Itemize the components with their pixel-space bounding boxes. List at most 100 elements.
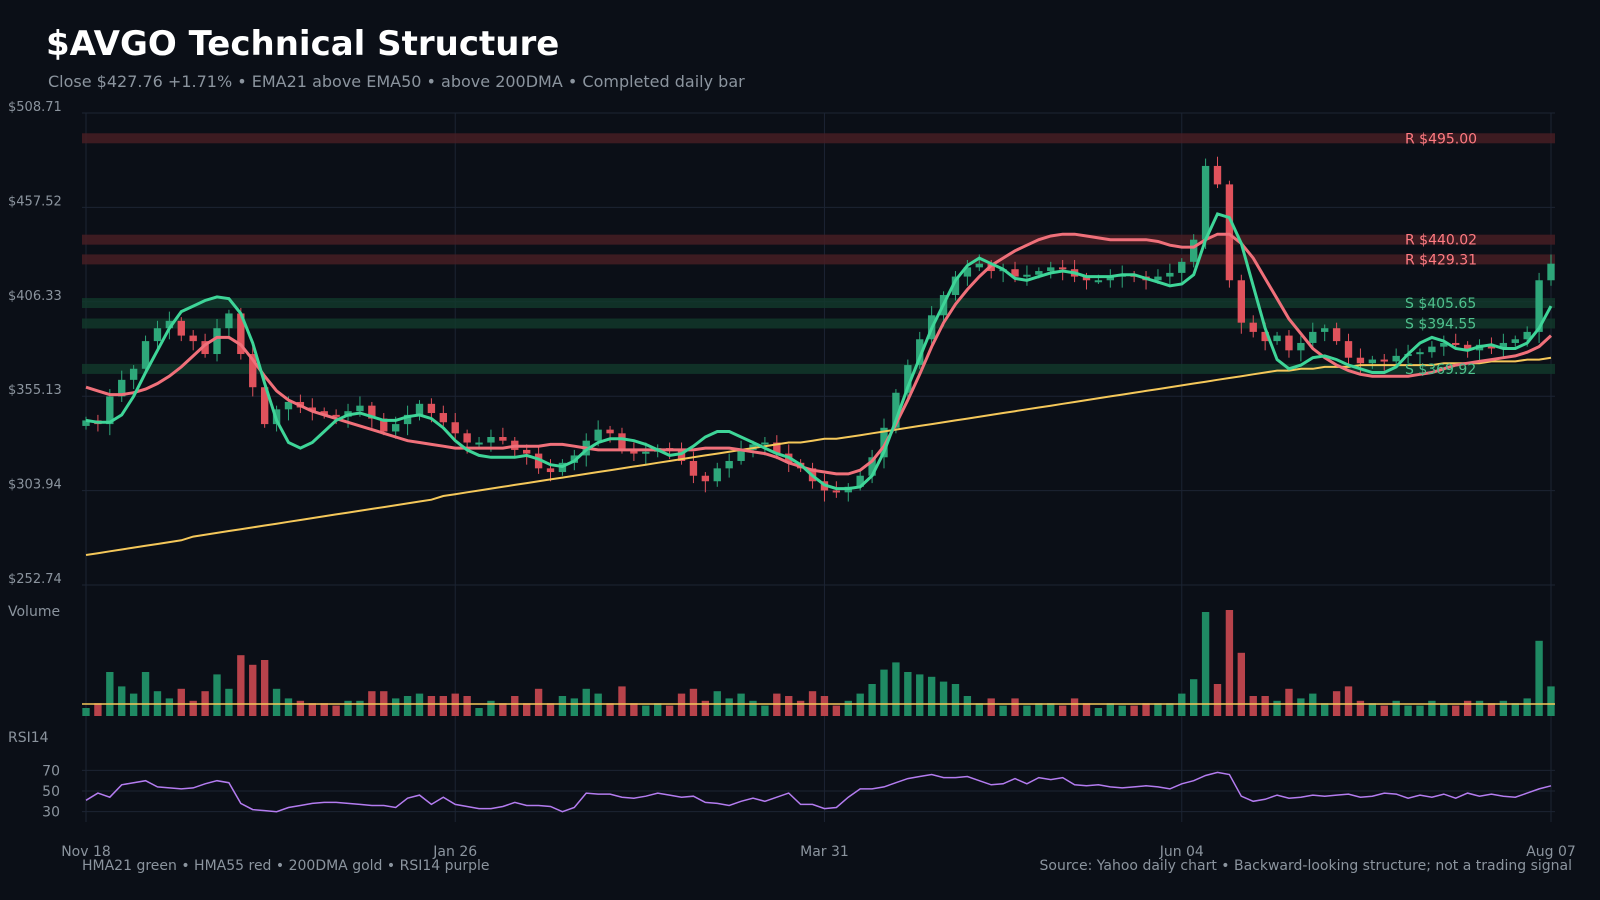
volume-bar <box>606 703 614 716</box>
candle-down <box>1237 280 1246 323</box>
rsi-tick-label: 50 <box>42 784 60 800</box>
volume-bar <box>665 705 674 716</box>
candle-up <box>1297 342 1305 351</box>
volume-bar <box>1523 698 1531 716</box>
volume-bar <box>308 703 316 716</box>
rsi-tick-label: 30 <box>42 805 60 821</box>
volume-bar <box>1356 700 1365 716</box>
candle-down <box>1213 165 1222 185</box>
candle-up <box>1511 339 1519 343</box>
price-tick-label: $252.74 <box>8 572 62 587</box>
candle-down <box>618 433 626 450</box>
indicator-lines-layer <box>85 212 1553 556</box>
resistance-band <box>82 133 1555 144</box>
candle-down <box>1332 328 1341 342</box>
candle-up <box>1499 342 1508 349</box>
volume-bar <box>1225 610 1234 716</box>
volume-bar <box>511 696 519 716</box>
volume-bar <box>1237 652 1246 716</box>
price-tick-label: $355.13 <box>8 383 62 398</box>
volume-bar <box>427 696 436 716</box>
volume-bar <box>1321 703 1329 716</box>
candle-up <box>1106 276 1114 281</box>
hma21-line <box>85 212 1553 491</box>
volume-bar <box>689 688 698 716</box>
volume-bar <box>463 696 471 716</box>
candle-down <box>249 354 257 388</box>
candle-down <box>1082 276 1091 281</box>
candle-up <box>118 379 126 397</box>
volume-bar <box>1047 703 1055 716</box>
candle-down <box>177 320 185 336</box>
candle-up <box>141 341 150 369</box>
candle-down <box>606 429 614 434</box>
volume-bar <box>118 686 126 716</box>
candle-down <box>189 335 197 342</box>
volume-bar <box>1142 703 1150 716</box>
support-band <box>82 298 1555 309</box>
volume-bar <box>999 705 1007 716</box>
candle-down <box>439 413 447 423</box>
candle-up <box>868 457 876 476</box>
volume-bar <box>1249 696 1257 716</box>
volume-bar <box>1094 708 1103 716</box>
candle-down <box>1487 344 1496 349</box>
volume-bar <box>213 674 221 716</box>
support-band <box>82 363 1555 374</box>
candle-down <box>677 449 686 461</box>
candle-up <box>880 427 888 458</box>
candle-up <box>1273 335 1281 342</box>
volume-bar <box>177 688 185 716</box>
volume-bar <box>987 698 995 716</box>
volume-bar <box>618 686 626 716</box>
axis-labels-layer: $508.71 $457.52 $406.33 $355.13 $303.94 $252.… <box>8 100 1576 860</box>
candle-up <box>475 442 483 445</box>
volume-bar <box>534 688 543 716</box>
volume-bar <box>129 693 138 716</box>
candle-down <box>1058 267 1067 270</box>
candle-up <box>1428 346 1436 353</box>
candle-up <box>737 449 745 461</box>
volume-bar <box>796 700 805 716</box>
date-tick-label: Jun 04 <box>1159 844 1204 860</box>
candle-up <box>594 429 602 441</box>
volume-layer <box>82 610 1555 716</box>
volume-bar <box>785 696 793 716</box>
rsi-layer <box>85 771 1552 813</box>
resistance-band <box>82 254 1555 265</box>
volume-bar <box>546 703 555 716</box>
candle-up <box>1094 280 1103 283</box>
volume-bar <box>391 698 400 716</box>
candle-down <box>1356 357 1365 364</box>
candle-down <box>523 449 531 454</box>
volume-bar <box>880 669 888 716</box>
candle-down <box>701 475 710 482</box>
candle-down <box>380 418 388 432</box>
chart-title: $AVGO Technical Structure <box>46 24 560 64</box>
candle-down <box>499 437 507 441</box>
candle-down <box>546 468 555 473</box>
candle-up <box>284 401 293 410</box>
candle-up <box>1535 280 1543 332</box>
candle-up <box>916 339 924 366</box>
candle-up <box>1321 328 1329 332</box>
resistance-band <box>82 234 1555 245</box>
resistance-label: R $495.00 <box>1405 131 1477 147</box>
volume-bar <box>1535 640 1543 716</box>
candle-up <box>129 368 138 380</box>
volume-bar <box>1380 705 1388 716</box>
volume-bar <box>1392 700 1400 716</box>
rsi-tick-label: 70 <box>42 763 60 779</box>
volume-bar <box>1511 703 1519 716</box>
candle-down <box>260 387 269 425</box>
candle-up <box>415 403 424 415</box>
volume-bar <box>1463 700 1472 716</box>
volume-bar <box>832 705 841 716</box>
candle-down <box>237 313 245 355</box>
levels-layer <box>82 133 1555 374</box>
volume-bar <box>1154 703 1162 716</box>
volume-bar <box>939 681 948 716</box>
volume-bar <box>558 696 567 716</box>
volume-bar <box>1130 705 1138 716</box>
volume-bar <box>1118 705 1126 716</box>
